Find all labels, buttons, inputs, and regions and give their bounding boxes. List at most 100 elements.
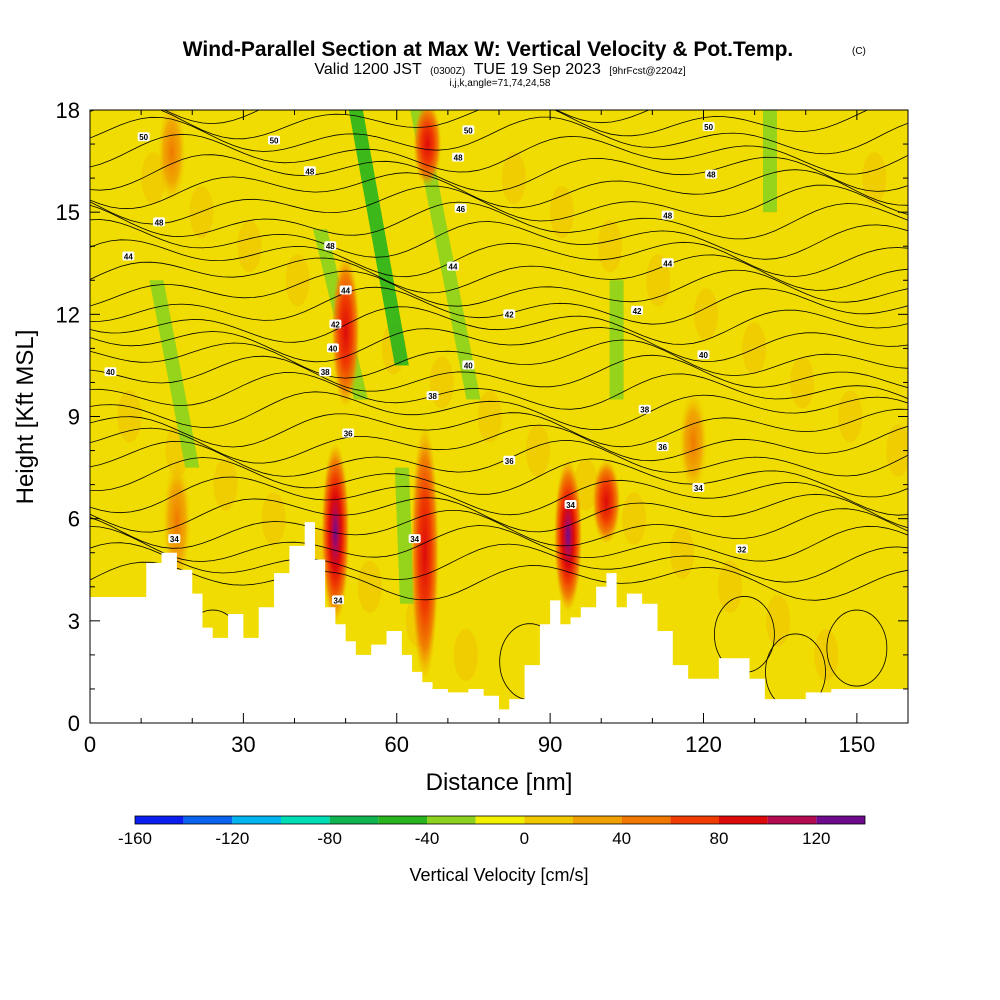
contour-label: 50	[139, 133, 148, 142]
chart-title: Wind-Parallel Section at Max W: Vertical…	[183, 38, 794, 61]
weak-updraft-patch	[549, 186, 574, 239]
x-tick-label: 60	[385, 732, 409, 757]
updraft-core	[321, 442, 350, 623]
valid-time: Valid 1200 JST	[314, 61, 422, 78]
weak-updraft-patch	[670, 526, 695, 579]
colorbar-segment	[670, 816, 719, 824]
colorbar: -160 -120 -80 -40 0 40 80 120	[118, 815, 866, 848]
weak-updraft-patch	[645, 254, 670, 307]
contour-label-bg	[331, 595, 344, 605]
contour-label-bg	[638, 404, 651, 414]
downdraft-band	[394, 467, 414, 604]
y-axis-title: Height [Kft MSL]	[12, 330, 39, 505]
theta-contour-line	[90, 269, 908, 307]
theta-contour-line	[90, 154, 908, 193]
x-tick-label: 120	[685, 732, 722, 757]
contour-label: 50	[464, 126, 473, 135]
contour-label: 36	[505, 457, 514, 466]
weak-updraft-patch	[237, 220, 262, 273]
plot-area: 50 50 50 50 48 48 48 48 48 48 46 44 44 44 44 42 42 42 40 40…	[90, 110, 908, 723]
contour-label-bg	[631, 305, 644, 315]
theta-contour-line	[90, 306, 908, 345]
weak-updraft-patch	[814, 628, 839, 681]
contour-label: 36	[344, 430, 353, 439]
updraft-core	[331, 255, 360, 408]
weak-updraft-patch	[597, 220, 622, 273]
contour-label-bg	[104, 367, 117, 377]
updraft-core	[679, 391, 708, 493]
contour-label: 40	[328, 344, 337, 353]
contour-label-bg	[342, 428, 355, 438]
contour-label: 32	[737, 545, 746, 554]
contour-label-bg	[446, 261, 459, 271]
colorbar-tick-label: -80	[317, 829, 342, 848]
contour-label-bg	[656, 442, 669, 452]
theta-contour-line	[90, 424, 908, 464]
x-axis: 0 30 60 90 120 150	[84, 110, 909, 757]
colorbar-segment	[719, 816, 768, 824]
theta-contour-line	[90, 372, 908, 410]
theta-contour-line	[90, 440, 908, 477]
contour-label-bg	[503, 309, 516, 319]
contour-label: 34	[410, 535, 419, 544]
contour-label-bg	[408, 534, 421, 544]
downdraft-band	[149, 280, 200, 468]
theta-contour-line	[90, 391, 908, 430]
theta-contour-loop	[826, 609, 888, 687]
contour-label: 34	[334, 596, 343, 605]
weak-updraft-patch	[261, 492, 286, 545]
theta-contour-line	[90, 476, 908, 516]
contour-label: 44	[449, 263, 458, 272]
colorbar-segment	[621, 816, 671, 824]
contour-label: 44	[124, 252, 133, 261]
weak-updraft-patch	[838, 390, 863, 443]
x-tick-label: 0	[84, 732, 96, 757]
theta-contour-line	[90, 184, 908, 225]
colorbar-tick-label: -40	[415, 829, 440, 848]
colorbar-tick-label: 40	[612, 829, 631, 848]
contour-label-bg	[462, 125, 475, 135]
y-tick-label: 0	[68, 711, 80, 736]
theta-contour-line	[90, 133, 908, 175]
contour-label-bg	[462, 360, 475, 370]
downdraft-band	[762, 110, 777, 213]
forecast-info: [9hrFcst@2204z]	[609, 66, 686, 77]
chart-subtitle: Valid 1200 JST (0300Z) TUE 19 Sep 2023 […	[314, 61, 685, 78]
contour-label: 50	[270, 137, 279, 146]
x-tick-label: 90	[538, 732, 562, 757]
weak-updraft-patch	[285, 254, 310, 307]
contour-label-bg	[735, 544, 748, 554]
theta-contour-line	[90, 219, 908, 260]
weak-updraft-patch	[862, 152, 887, 205]
theta-contour-line	[90, 354, 908, 392]
contour-label: 38	[321, 368, 330, 377]
weak-updraft-patch	[357, 560, 382, 613]
contour-label-bg	[268, 135, 281, 145]
theta-contour-line	[90, 457, 908, 498]
updraft-core	[592, 459, 621, 544]
theta-contour-line	[90, 116, 908, 155]
valid-date: TUE 19 Sep 2023	[474, 61, 601, 78]
weak-updraft-patch	[189, 186, 214, 239]
colorbar-title: Vertical Velocity [cm/s]	[409, 865, 588, 885]
contour-label-bg	[303, 166, 316, 176]
colorbar-segment	[183, 816, 233, 824]
y-tick-label: 6	[68, 507, 80, 532]
theta-contour-line	[90, 408, 908, 448]
y-tick-label: 15	[56, 200, 80, 225]
x-tick-label: 150	[839, 732, 876, 757]
contour-label: 48	[454, 154, 463, 163]
weak-updraft-patch	[694, 288, 719, 341]
colorbar-segment	[232, 816, 281, 824]
contour-label-bg	[454, 203, 467, 213]
contour-label-bg	[702, 122, 715, 132]
velocity-field	[93, 110, 908, 681]
contour-label: 44	[663, 259, 672, 268]
contour-label-bg	[705, 169, 718, 179]
contour-label-bg	[168, 534, 181, 544]
colorbar-segment	[573, 816, 622, 824]
weak-updraft-patch	[621, 492, 646, 545]
contour-label-bg	[697, 350, 710, 360]
contour-label-bg	[324, 241, 337, 251]
